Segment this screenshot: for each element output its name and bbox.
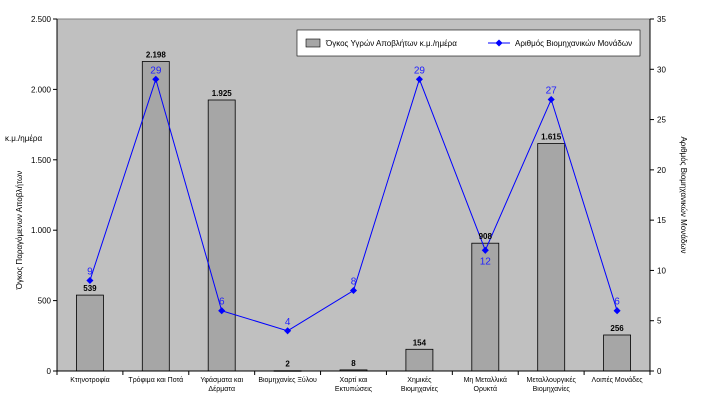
line-point-0: [86, 276, 94, 285]
line-point-6: [481, 246, 489, 254]
bar-0: [76, 294, 104, 372]
bar-2: [207, 99, 236, 372]
legend-box: [296, 29, 641, 57]
line-value-label-5: 29: [414, 65, 426, 76]
bar-5: [405, 348, 434, 372]
bar-value-label-1: 2.198: [146, 51, 167, 60]
bar-value-label-3: 2: [285, 360, 290, 369]
line-point-5: [415, 75, 423, 83]
category-label-7: Μεταλλουργικές Βιομηχανίες: [527, 376, 577, 393]
y-right-tick-label-2: 10: [657, 266, 666, 275]
bar-value-label-2: 1.925: [212, 89, 233, 98]
bar-value-label-6: 908: [479, 232, 493, 241]
legend-line-label: Αριθμός Βιομηχανικών Μονάδων: [515, 39, 632, 48]
bar-7: [537, 143, 566, 372]
bar-1: [141, 61, 170, 372]
y-left-tick-label-0: 0: [47, 367, 52, 376]
y-left-title: Όγκος Παραγόμενων Αποβλήτων: [15, 171, 24, 290]
y-right-tick-label-4: 20: [657, 166, 666, 175]
category-label-8: Λοιπές Μονάδες: [592, 376, 644, 384]
line-point-1: [152, 75, 160, 83]
category-label-3: Βιομηχανίες Ξύλου: [258, 376, 317, 384]
bar-8: [603, 334, 631, 372]
y-right-tick-label-6: 30: [657, 65, 666, 74]
line-value-label-1: 29: [150, 65, 162, 76]
bar-value-label-0: 539: [83, 284, 97, 293]
y-left-tick-label-3: 1.500: [31, 156, 52, 165]
line-value-label-8: 6: [614, 297, 620, 308]
y-right-tick-label-0: 0: [657, 367, 662, 376]
category-label-2: Υφάσματα και Δέρματα: [200, 376, 243, 393]
y-right-tick-label-1: 5: [657, 317, 662, 326]
y-right-tick-label-7: 35: [657, 15, 666, 24]
line-value-label-3: 4: [285, 317, 291, 328]
y-left-tick-label-5: 2.500: [31, 15, 52, 24]
line-point-2: [218, 307, 226, 315]
line-value-label-7: 27: [546, 86, 558, 97]
line-point-3: [284, 327, 292, 335]
category-label-1: Τρόφιμα και Ποτά: [128, 376, 183, 384]
y-right-tick-label-3: 15: [657, 216, 666, 225]
legend-line-marker: [495, 39, 503, 47]
bar-6: [471, 242, 500, 372]
line-value-label-6: 12: [480, 256, 492, 267]
line-point-4: [349, 286, 358, 295]
line-value-label-2: 6: [219, 297, 225, 308]
line-value-label-0: 9: [87, 267, 93, 278]
line-value-label-4: 8: [351, 277, 357, 288]
legend: Όγκος Υγρών Αποβλήτων κ.μ./ημέρα Αριθμός…: [296, 29, 641, 57]
category-label-6: Μη Μεταλλικά Ορυκτά: [464, 376, 507, 393]
bar-value-label-7: 1.615: [541, 133, 562, 142]
legend-bar-swatch: [305, 38, 321, 48]
y-left-tick-label-1: 500: [38, 297, 52, 306]
bar-value-label-5: 154: [413, 338, 427, 347]
legend-bar-label: Όγκος Υγρών Αποβλήτων κ.μ./ημέρα: [325, 39, 457, 48]
category-label-4: Χαρτί και Εκτυπώσεις: [335, 376, 373, 393]
category-label-0: Κτηνοτροφία: [70, 376, 109, 384]
bar-value-label-8: 256: [610, 324, 624, 333]
y-left-unit: κ.μ./ημέρα: [5, 134, 42, 143]
y-right-tick-label-5: 25: [657, 116, 666, 125]
category-label-5: Χημικές Βιομηχανίες: [401, 376, 439, 393]
bar-value-label-4: 8: [351, 359, 356, 368]
line-point-8: [613, 307, 621, 315]
line-point-7: [547, 95, 555, 104]
y-right-title: Αριθμός Βιομηχανικών Μονάδων: [679, 136, 688, 253]
y-left-tick-label-4: 2.000: [31, 85, 52, 94]
y-left-tick-label-2: 1.000: [31, 226, 52, 235]
